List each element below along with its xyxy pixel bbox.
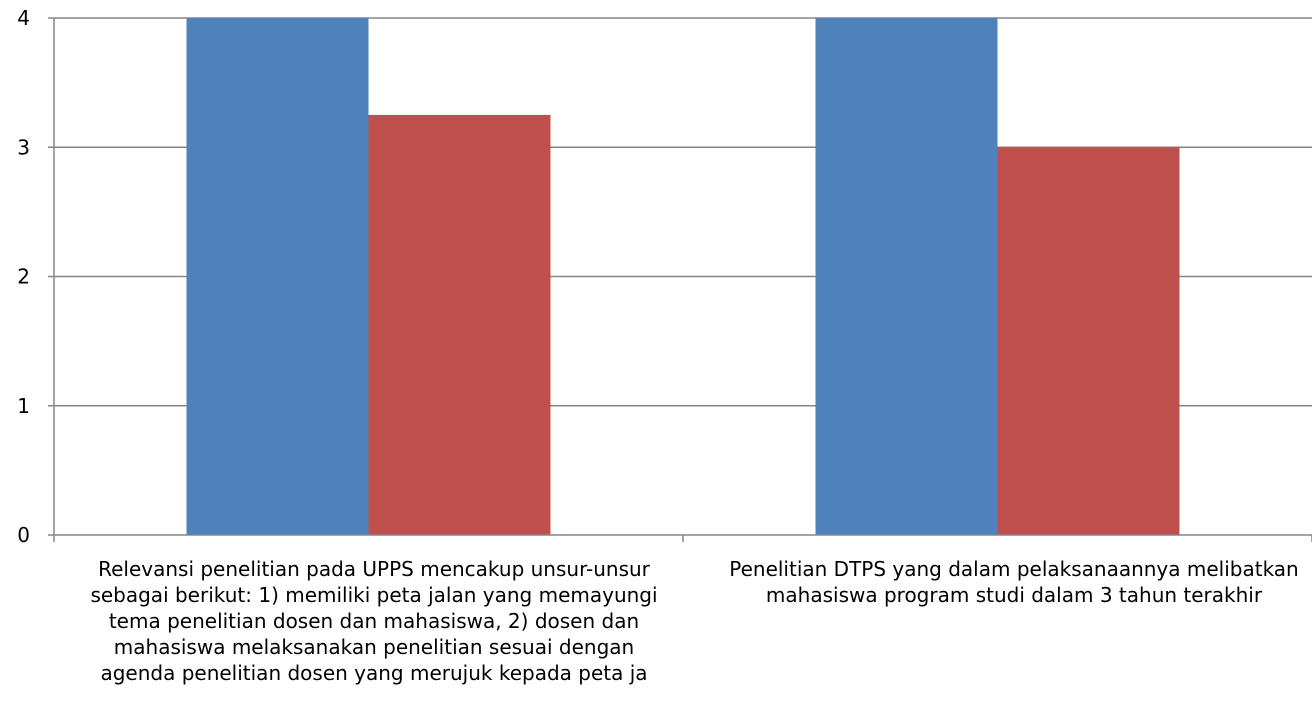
bar-s0-c1 [815, 18, 998, 535]
bar-s1-c1 [997, 147, 1180, 535]
y-tick-label-2: 2 [17, 265, 30, 289]
y-tick-label-3: 3 [17, 135, 30, 159]
bars [186, 18, 1180, 535]
y-tick-label-4: 4 [17, 6, 30, 30]
x-tick-label-1: Penelitian DTPS yang dalam pelaksanaanny… [729, 557, 1299, 607]
axes [48, 17, 1312, 542]
y-tick-labels: 0 1 2 3 4 [17, 6, 30, 547]
x-tick-label-0: Relevansi penelitian pada UPPS mencakup … [90, 557, 658, 685]
y-tick-label-0: 0 [17, 523, 30, 547]
bar-s1-c0 [368, 114, 551, 535]
bar-s0-c0 [186, 18, 369, 535]
y-tick-label-1: 1 [17, 394, 30, 418]
